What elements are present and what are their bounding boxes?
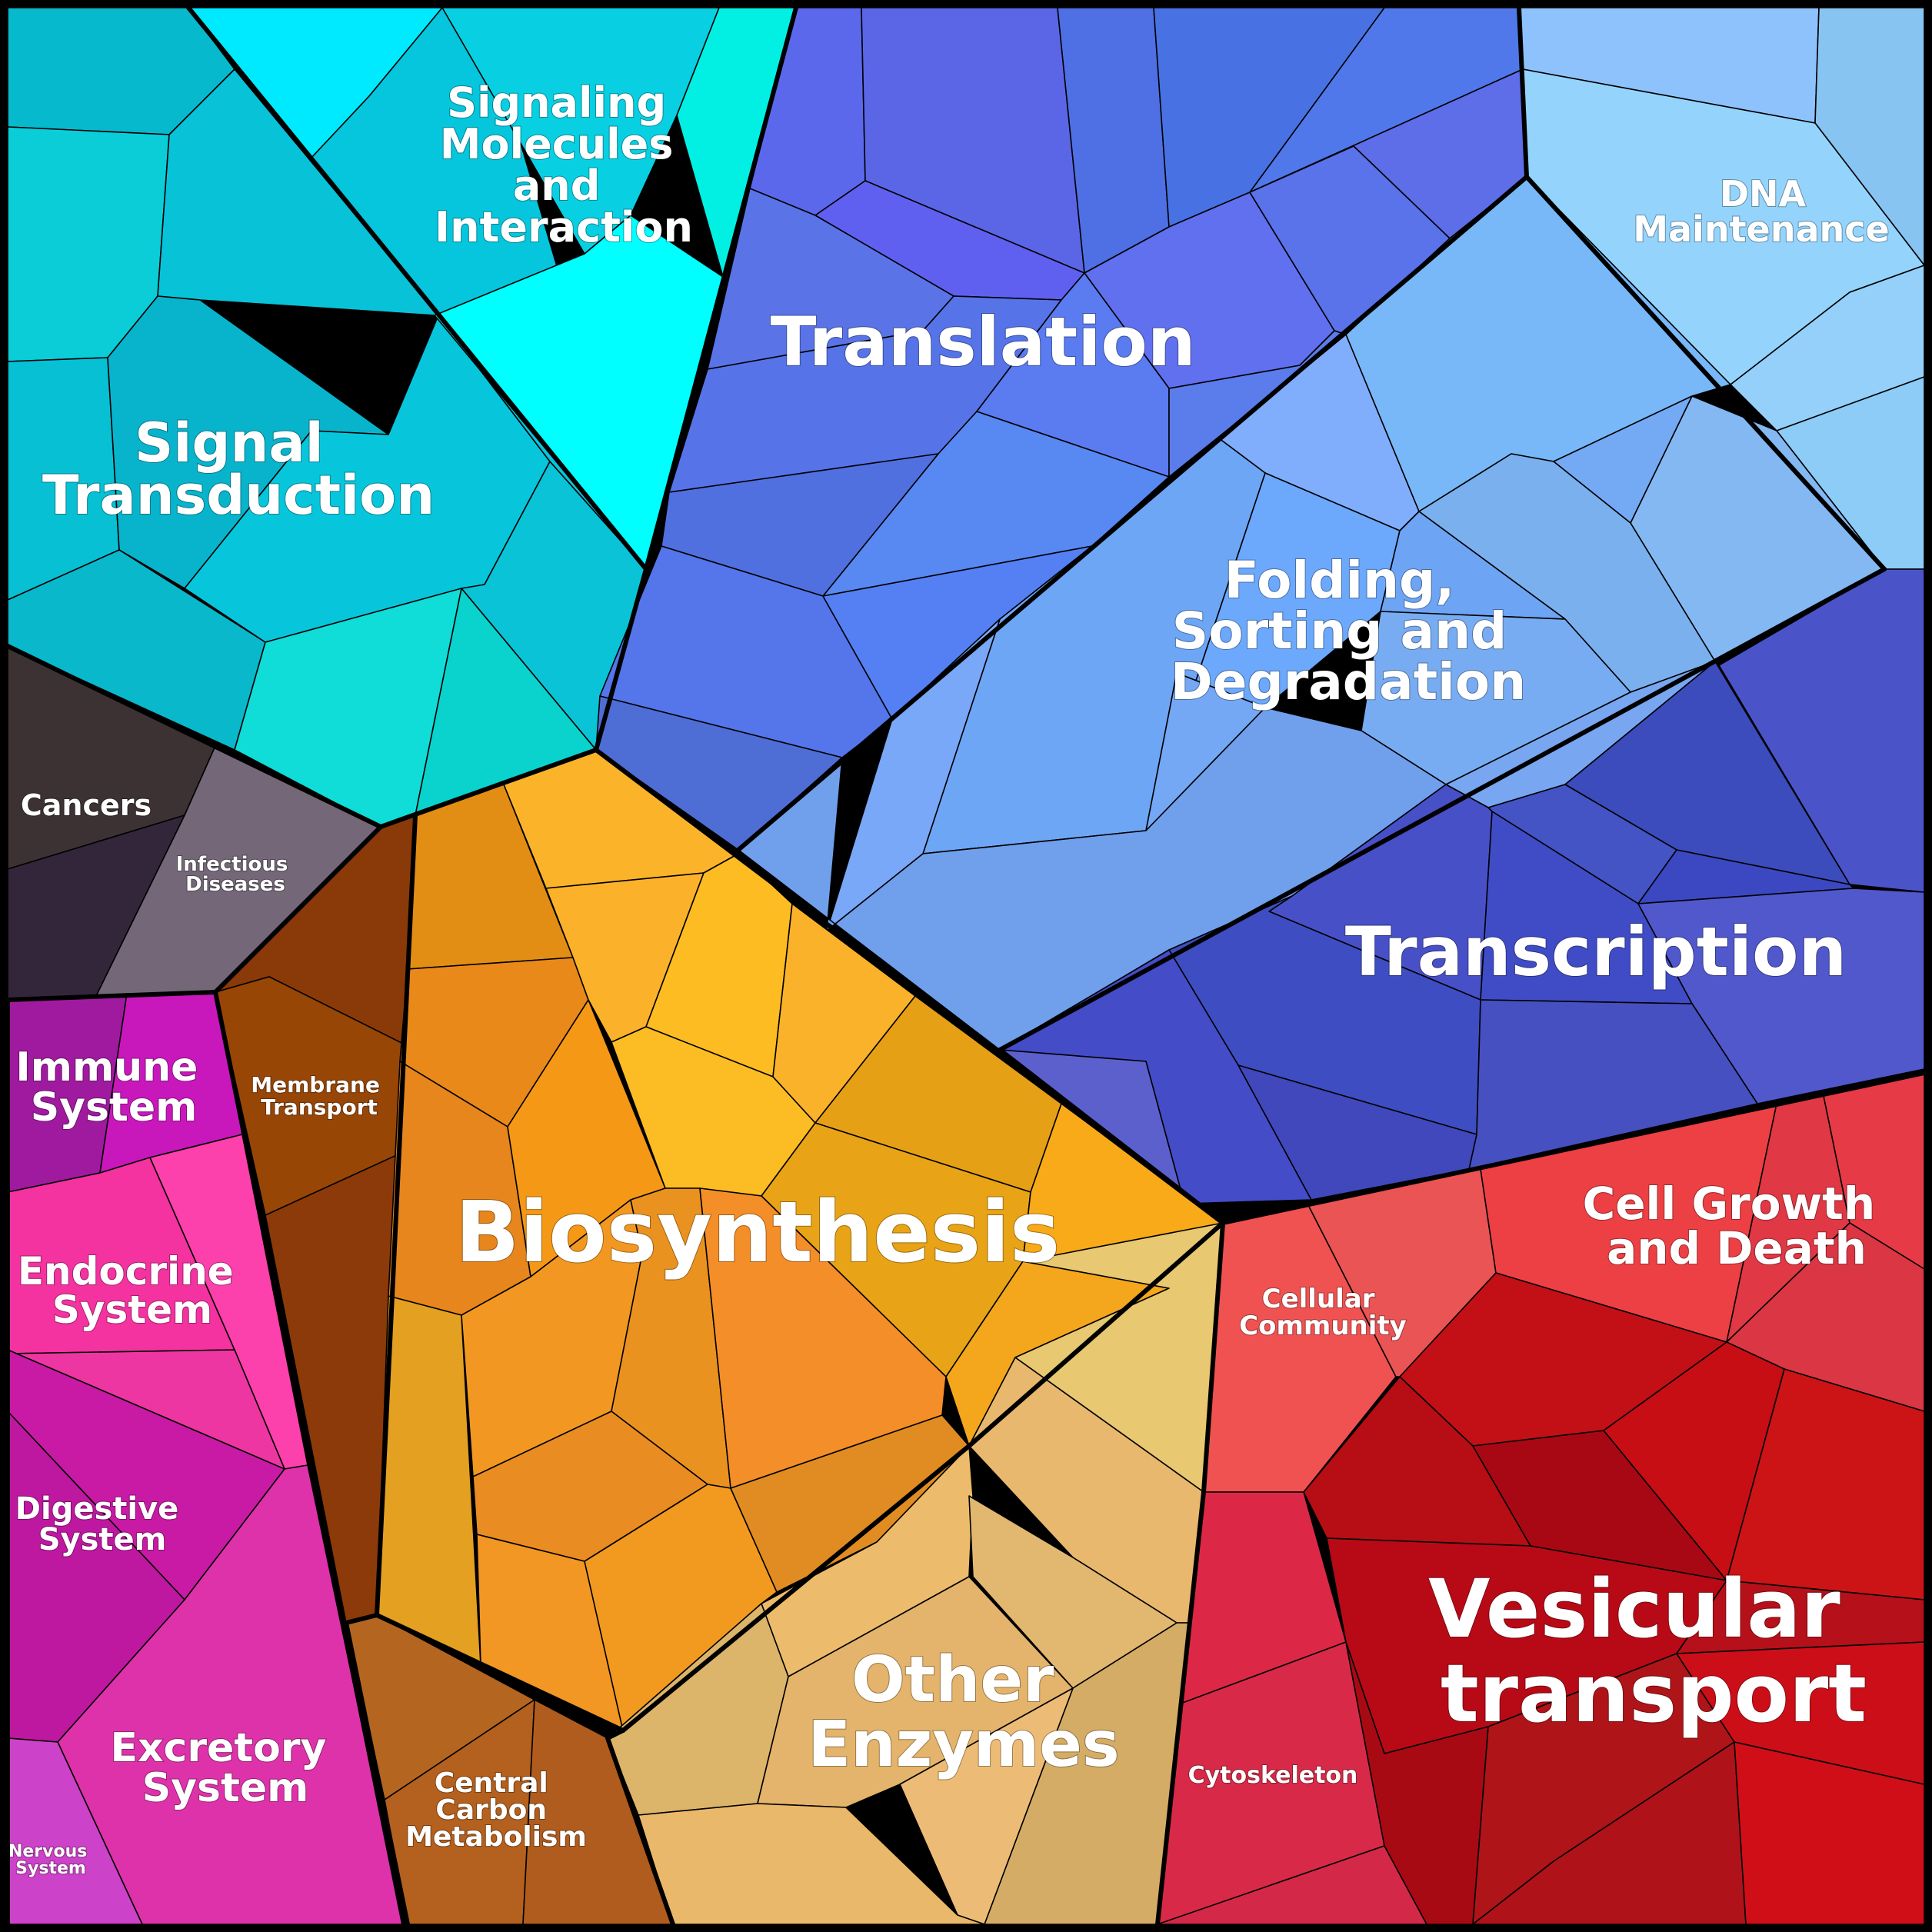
label-cytoskeleton: Cytoskeleton — [1188, 1762, 1358, 1789]
region-transcription[interactable] — [999, 568, 1925, 1224]
labels: Signal Transduction Signaling Molecules … — [8, 78, 1891, 1879]
label-endocrine-system: Endocrine System — [18, 1249, 247, 1332]
label-folding: Folding, Sorting and Degradation — [1171, 551, 1526, 711]
region-signaling-molecules[interactable] — [188, 7, 797, 570]
label-central-carbon-metabolism: Central Carbon Metabolism — [405, 1767, 587, 1853]
label-cancers: Cancers — [21, 788, 152, 822]
label-cell-growth-and-death: Cell Growth and Death — [1583, 1178, 1891, 1274]
label-membrane-transport: Membrane Transport — [251, 1072, 387, 1120]
region-translation[interactable] — [595, 7, 1527, 851]
region-vesicular-transport[interactable] — [1303, 1272, 1925, 1925]
label-signaling-molecules: Signaling Molecules and Interaction — [435, 78, 693, 251]
region-membrane-transport[interactable] — [215, 814, 416, 1624]
label-translation: Translation — [770, 302, 1195, 381]
label-infectious-diseases: Infectious Diseases — [176, 853, 295, 896]
group-borders — [5, 5, 1927, 1927]
label-biosynthesis: Biosynthesis — [455, 1183, 1061, 1281]
region-cytoskeleton[interactable] — [1157, 1491, 1427, 1925]
label-cellular-community: Cellular Community — [1239, 1284, 1407, 1341]
label-other-enzymes: Other Enzymes — [808, 1644, 1119, 1781]
label-immune-system: Immune System — [15, 1044, 212, 1131]
region-biosynthesis[interactable] — [376, 749, 1224, 1731]
region-cell-growth-and-death[interactable] — [1480, 1072, 1925, 1412]
region-dna-maintenance[interactable] — [1518, 7, 1925, 570]
label-transcription: Transcription — [1345, 912, 1847, 991]
label-dna-maintenance: DNA Maintenance — [1633, 173, 1890, 250]
label-excretory-system: Excretory System — [110, 1725, 340, 1811]
region-other-enzymes[interactable] — [607, 1222, 1224, 1925]
label-vesicular-transport: Vesicular transport — [1428, 1562, 1868, 1740]
label-digestive-system: Digestive System — [15, 1491, 189, 1557]
label-nervous-system: Nervous System — [8, 1842, 93, 1878]
label-signal-transduction: Signal Transduction — [42, 411, 435, 527]
